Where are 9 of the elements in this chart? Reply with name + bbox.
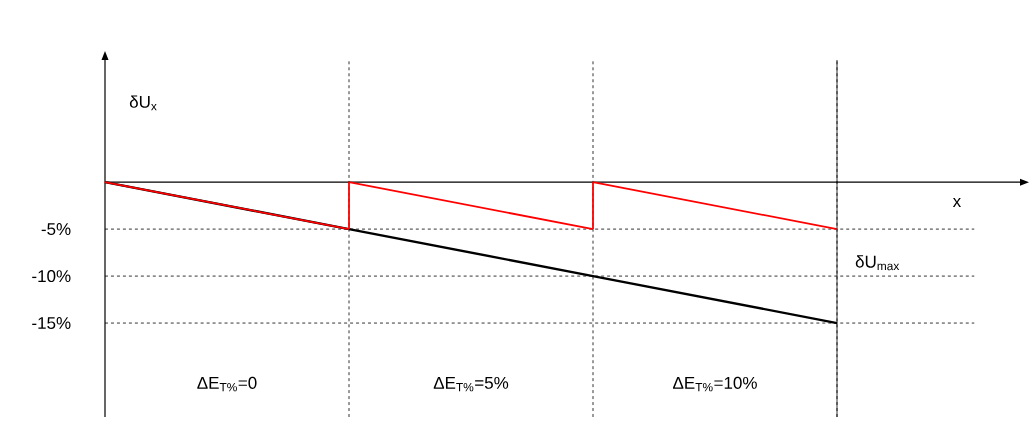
ref-line-label: δU$_{max}$ (855, 255, 900, 271)
annotation: ΔE$_{T%}$=10% (673, 376, 757, 392)
y-axis-title: δU$_{x}$ (129, 95, 157, 111)
annotation: ΔE$_{T%}$=0 (197, 376, 257, 392)
y-tick-label: -5% (41, 223, 71, 236)
annotation: ΔE$_{T%}$=5% (433, 376, 509, 392)
x-axis-title: x (952, 197, 961, 207)
y-tick-label: -15% (32, 317, 71, 330)
y-tick-label: -10% (32, 270, 71, 283)
